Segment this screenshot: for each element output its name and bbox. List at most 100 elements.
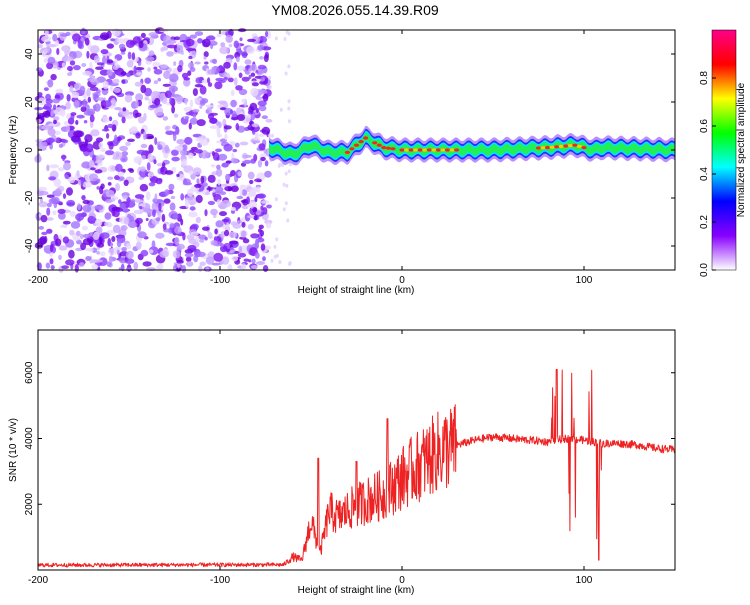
noise-blob <box>58 245 68 251</box>
noise-blob <box>262 265 269 272</box>
noise-blob <box>200 150 209 159</box>
noise-blob <box>184 97 188 105</box>
noise-blob <box>251 123 260 128</box>
ridge-peak <box>535 146 542 150</box>
noise-blob <box>99 32 110 40</box>
snr-xlabel: Height of straight line (km) <box>298 585 415 596</box>
noise-blob <box>171 105 176 114</box>
noise-blob <box>163 198 171 204</box>
noise-blob <box>59 224 68 228</box>
noise-blob <box>106 69 113 77</box>
noise-blob <box>248 74 252 80</box>
noise-blob <box>216 164 221 170</box>
noise-blob <box>45 262 51 269</box>
noise-blob <box>77 40 83 49</box>
noise-blob <box>213 186 224 194</box>
noise-blob <box>262 93 269 102</box>
noise-blob <box>65 259 75 266</box>
noise-blob <box>93 105 97 111</box>
noise-blob <box>69 211 76 217</box>
noise-blob <box>86 88 91 97</box>
noise-blob <box>47 56 56 64</box>
noise-blob <box>107 182 112 186</box>
noise-blob <box>144 77 151 84</box>
noise-blob <box>122 107 127 112</box>
noise-blob <box>85 256 92 261</box>
x-tick-label: -100 <box>210 275 230 286</box>
noise-blob <box>139 166 146 172</box>
noise-blob <box>37 113 48 118</box>
noise-blob <box>52 98 60 104</box>
noise-blob <box>66 94 71 102</box>
noise-blob <box>96 242 105 248</box>
colorbar-tick-label: 0.8 <box>699 71 710 85</box>
noise-blob <box>135 209 141 214</box>
noise-blob <box>148 249 154 254</box>
noise-blob <box>247 215 256 219</box>
snr-series-line <box>37 369 675 568</box>
noise-blob <box>255 96 263 101</box>
noise-blob <box>77 138 82 145</box>
noise-blob <box>198 234 207 240</box>
colorbar-gradient <box>711 29 737 271</box>
noise-blob <box>107 248 118 255</box>
noise-blob <box>188 170 194 175</box>
noise-blob <box>155 264 162 271</box>
noise-blob <box>250 87 259 97</box>
noise-blob <box>199 261 206 267</box>
noise-blob <box>266 204 272 209</box>
noise-blob <box>87 96 92 103</box>
noise-blob <box>108 141 114 150</box>
noise-blob <box>210 43 214 50</box>
noise-blob <box>112 78 120 84</box>
noise-blob <box>154 97 161 106</box>
noise-blob <box>121 79 126 84</box>
noise-blob <box>119 202 126 209</box>
noise-blob <box>278 260 282 265</box>
noise-blob <box>221 218 230 223</box>
noise-blob <box>145 191 151 201</box>
noise-blob <box>45 93 51 101</box>
noise-blob <box>189 117 198 125</box>
noise-blob <box>54 39 60 47</box>
noise-blob <box>162 223 167 230</box>
ridge-peak <box>581 146 587 150</box>
noise-blob <box>205 256 215 265</box>
noise-blob <box>183 77 191 81</box>
noise-blob <box>89 86 99 92</box>
noise-blob <box>140 32 146 39</box>
noise-blob <box>62 154 66 162</box>
ridge-peak <box>426 148 432 152</box>
noise-blob <box>91 247 98 253</box>
noise-blob <box>238 88 248 96</box>
noise-blob <box>83 120 88 124</box>
noise-blob <box>81 225 88 231</box>
noise-blob <box>100 148 106 152</box>
noise-blob <box>35 67 43 72</box>
noise-blob <box>49 164 60 169</box>
noise-blob <box>239 188 243 197</box>
ridge-peak <box>358 140 364 144</box>
noise-blob <box>207 174 216 183</box>
noise-blob <box>204 236 208 241</box>
noise-blob <box>98 257 108 266</box>
noise-blob <box>163 70 171 80</box>
noise-blob <box>210 164 216 168</box>
noise-blob <box>96 250 100 255</box>
x-tick-label: -200 <box>28 275 48 286</box>
noise-blob <box>82 238 93 246</box>
noise-blob <box>37 97 47 106</box>
noise-blob <box>241 98 246 104</box>
noise-blob <box>126 60 134 68</box>
noise-blob <box>255 107 259 114</box>
noise-blob <box>76 170 80 177</box>
noise-blob <box>159 250 169 258</box>
noise-blob <box>184 253 194 258</box>
noise-blob <box>185 111 194 116</box>
noise-blob <box>39 236 47 245</box>
noise-blob <box>82 199 90 205</box>
noise-blob <box>184 136 193 145</box>
noise-blob <box>237 65 246 71</box>
